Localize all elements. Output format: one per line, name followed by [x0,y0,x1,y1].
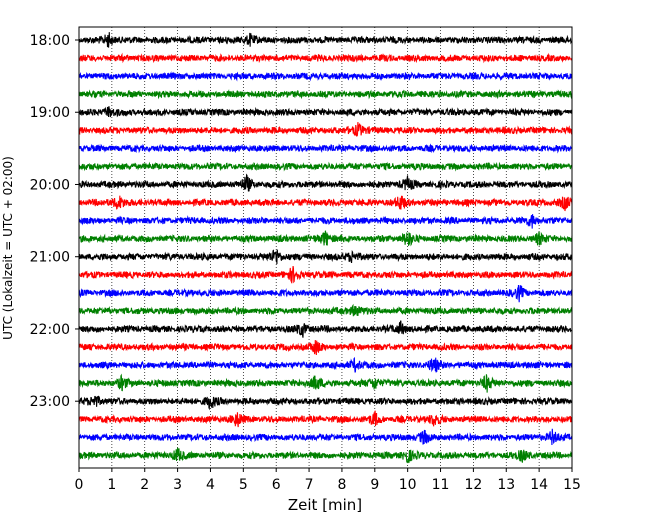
y-tick-label: 19:00 [30,105,70,121]
trace-row [78,410,573,428]
trace-row [78,106,573,118]
x-tick-label: 5 [239,477,248,493]
trace-row [78,71,573,82]
x-tick-label: 8 [337,477,346,493]
y-tick-label: 18:00 [30,33,70,49]
trace-row [78,340,573,356]
x-tick-label: 9 [370,477,379,493]
trace-row [78,303,573,317]
x-tick-label: 11 [432,477,450,493]
trace-row [78,89,573,100]
x-axis-label: Zeit [min] [288,496,362,514]
trace-row [78,395,573,411]
x-tick-label: 3 [173,477,182,493]
x-tick-label: 6 [272,477,281,493]
y-axis-label: UTC (Lokalzeit = UTC + 02:00) [1,156,15,340]
x-tick-label: 14 [530,477,548,493]
y-tick-label: 21:00 [30,250,70,266]
seismogram-traces [78,32,573,464]
trace-row [78,230,573,247]
plot-frame [78,26,573,469]
trace-row [78,122,573,138]
x-axis-ticks: 0 1 2 3 4 5 6 7 8 9 10 11 12 13 14 15 [75,468,581,493]
trace-row [78,173,573,192]
trace-row [78,356,573,373]
trace-row [78,373,573,393]
x-tick-label: 0 [75,477,84,493]
trace-row [78,32,573,48]
y-tick-label: 22:00 [30,322,70,338]
x-tick-label: 15 [563,477,581,493]
trace-row [78,214,573,229]
x-tick-label: 2 [140,477,149,493]
trace-row [78,320,573,338]
trace-row [78,161,573,172]
trace-row [78,447,573,464]
x-tick-label: 12 [464,477,482,493]
x-tick-label: 4 [206,477,215,493]
trace-row [78,266,573,284]
trace-row [78,195,573,212]
x-tick-label: 1 [107,477,116,493]
trace-row [78,52,573,64]
y-tick-label: 23:00 [30,394,70,410]
x-tick-label: 13 [497,477,515,493]
trace-row [78,285,573,303]
trace-row [78,143,573,154]
trace-row [78,428,573,445]
y-tick-label: 20:00 [30,177,70,193]
trace-row [78,249,573,265]
x-tick-label: 7 [305,477,314,493]
y-axis-ticks: 18:00 19:00 20:00 21:00 22:00 23:00 [30,33,79,410]
x-tick-label: 10 [399,477,417,493]
